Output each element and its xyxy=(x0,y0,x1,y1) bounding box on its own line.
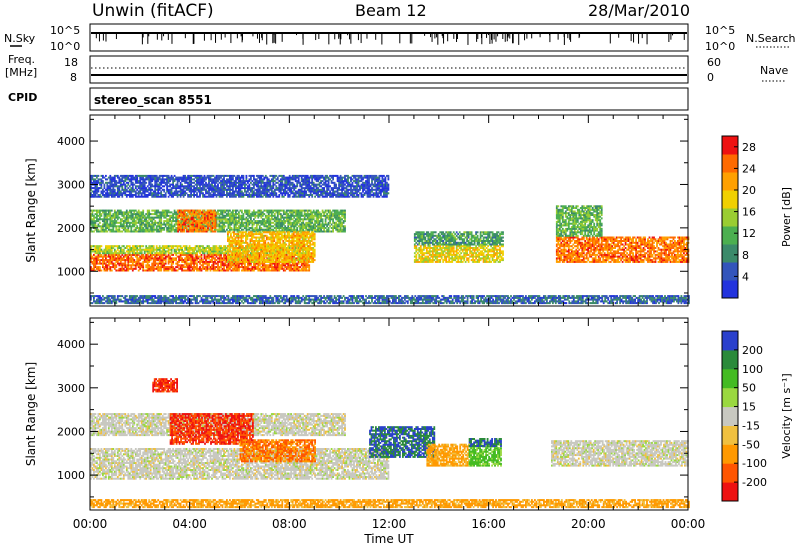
date-title: 28/Mar/2010 xyxy=(588,1,690,20)
data-cell xyxy=(151,252,153,254)
data-cell xyxy=(120,256,122,258)
cpid-value: stereo_scan 8551 xyxy=(94,93,212,108)
data-cell xyxy=(141,252,143,254)
data-cell xyxy=(216,256,218,258)
data-cell xyxy=(165,261,167,263)
data-cell xyxy=(124,252,126,254)
data-cell xyxy=(133,259,135,261)
data-cell xyxy=(165,257,167,259)
data-cell xyxy=(220,256,222,258)
noise-trace xyxy=(91,33,687,45)
data-cell xyxy=(180,245,182,247)
data-cell xyxy=(162,256,164,258)
data-cell xyxy=(101,245,103,247)
data-cell xyxy=(129,252,131,254)
data-cells xyxy=(90,175,690,304)
data-cell xyxy=(208,245,210,247)
noise-right-tick-top: 10^5 xyxy=(705,24,735,37)
beam-title: Beam 12 xyxy=(355,1,427,20)
nave-tick-top: 60 xyxy=(707,56,721,69)
data-cell xyxy=(114,256,116,258)
data-cell xyxy=(169,256,171,258)
data-cell xyxy=(196,252,198,254)
data-cell xyxy=(175,257,177,259)
data-cell xyxy=(148,264,150,266)
data-cell xyxy=(202,245,204,247)
data-cell xyxy=(124,261,126,263)
data-cell xyxy=(130,256,132,258)
data-cell xyxy=(199,252,201,254)
data-cell xyxy=(123,245,125,247)
noise-left-label: N.Sky xyxy=(4,32,36,45)
figure: Unwin (fitACF) Beam 12 28/Mar/2010 N.Sky… xyxy=(0,0,800,554)
data-cell xyxy=(178,261,180,263)
data-cell xyxy=(144,252,146,254)
data-cell xyxy=(135,266,137,268)
data-cell xyxy=(204,252,206,254)
data-cell xyxy=(136,256,138,258)
data-cell xyxy=(99,266,101,268)
data-cell xyxy=(220,245,222,247)
freq-label-line2: [MHz] xyxy=(5,66,37,79)
data-cell xyxy=(153,245,155,247)
nave-label: Nave xyxy=(760,64,788,77)
data-cell xyxy=(180,256,182,258)
cpid-label: CPID xyxy=(8,91,37,104)
data-cell xyxy=(195,247,197,249)
data-cell xyxy=(99,252,101,254)
data-cell xyxy=(216,245,218,247)
data-cell xyxy=(156,245,158,247)
data-cell xyxy=(308,266,310,268)
data-cell xyxy=(186,245,188,247)
data-cell xyxy=(142,266,144,268)
data-cell xyxy=(213,256,215,258)
data-cell xyxy=(225,245,227,247)
noise-panel: N.Sky 10^5 10^0 10^5 10^0 N.Search xyxy=(4,24,796,53)
noise-left-tick-top: 10^5 xyxy=(50,24,80,37)
data-cell xyxy=(165,252,167,254)
noise-right-tick-bottom: 10^0 xyxy=(705,40,735,53)
freq-panel: Freq. [MHz] 18 8 60 0 Nave xyxy=(5,53,788,84)
data-cell xyxy=(118,245,120,247)
data-cell xyxy=(142,245,144,247)
noise-left-tick-bottom: 10^0 xyxy=(50,40,80,53)
data-cell xyxy=(148,261,150,263)
data-cell xyxy=(308,264,310,266)
data-cell xyxy=(156,256,158,258)
freq-label-line1: Freq. xyxy=(8,53,35,66)
data-cell xyxy=(159,245,161,247)
data-cell xyxy=(145,245,147,247)
data-cell xyxy=(127,256,129,258)
data-cell xyxy=(201,256,203,258)
freq-tick-top: 18 xyxy=(64,56,78,69)
freq-tick-bottom: 8 xyxy=(70,71,77,84)
data-cell xyxy=(293,256,295,258)
noise-frame xyxy=(90,24,688,51)
data-cell xyxy=(181,247,183,249)
nave-tick-bottom: 0 xyxy=(707,71,714,84)
data-cell xyxy=(92,256,94,258)
data-cell xyxy=(172,261,174,263)
power-panel: 1000200030004000Slant Range [km]48121620… xyxy=(24,115,793,306)
data-cell xyxy=(129,245,131,247)
data-cell xyxy=(111,270,113,272)
data-cell xyxy=(101,270,103,272)
data-cell xyxy=(171,252,173,254)
data-cell xyxy=(223,266,225,268)
data-cell xyxy=(115,266,117,268)
data-cell xyxy=(151,256,153,258)
data-cell xyxy=(189,245,191,247)
data-cell xyxy=(192,256,194,258)
site-title: Unwin (fitACF) xyxy=(92,1,214,21)
noise-right-label: N.Search xyxy=(746,32,796,45)
freq-frame xyxy=(90,56,688,83)
